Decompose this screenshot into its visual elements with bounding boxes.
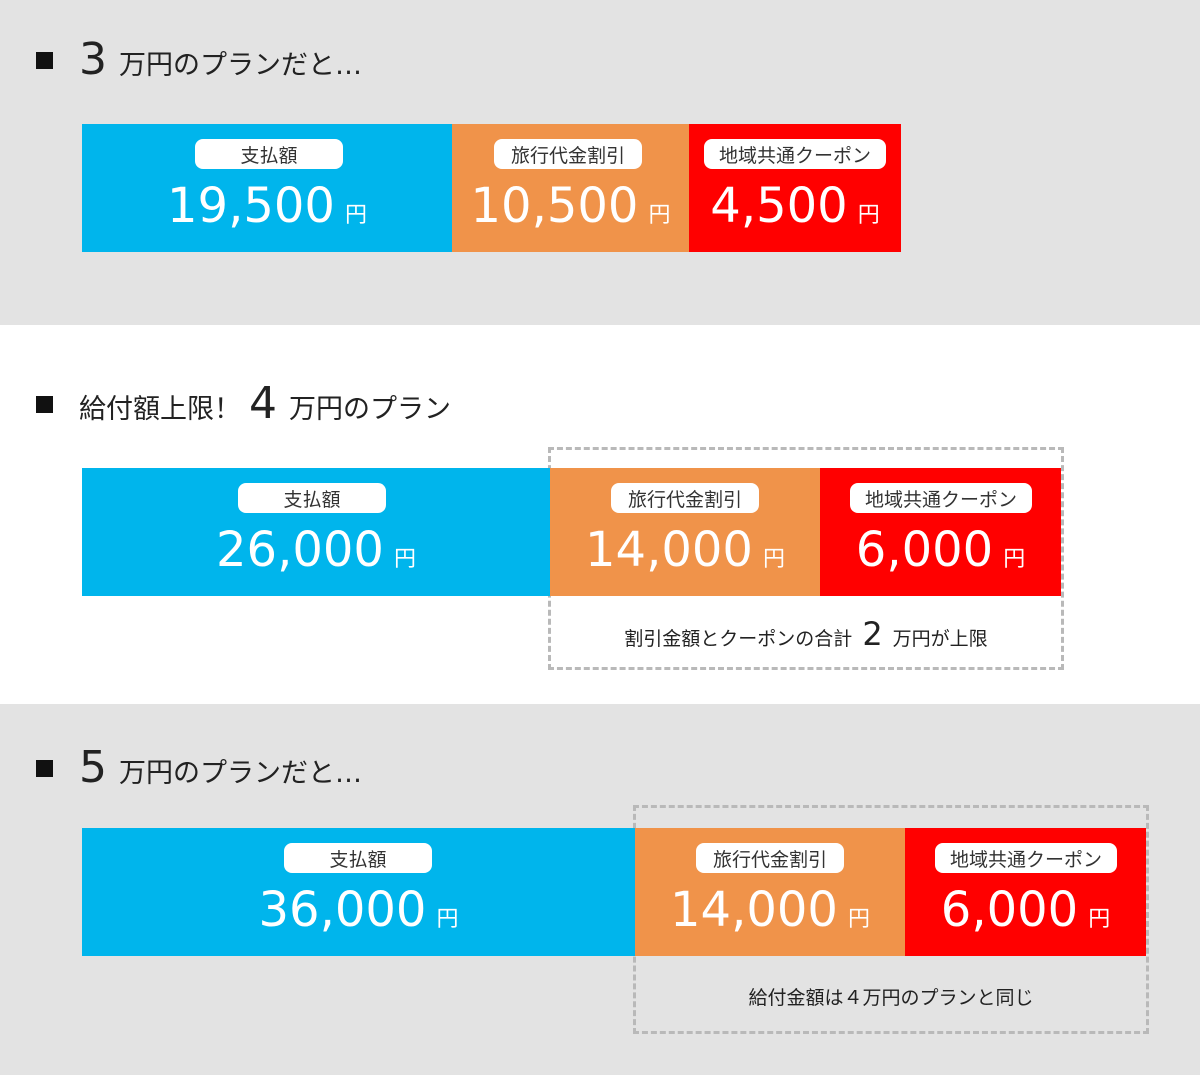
- amount-unit: 円: [762, 547, 785, 572]
- discount-label: 旅行代金割引: [494, 139, 642, 169]
- plan-5man-section: 5 万円のプランだと… 支払額 36,000 円 旅行代金割引 14,000 円…: [0, 704, 1200, 1075]
- coupon-label: 地域共通クーポン: [704, 139, 886, 169]
- amount-value: 10,500: [470, 178, 639, 234]
- plan-3man-heading: 3 万円のプランだと…: [36, 38, 362, 82]
- discount-block: 旅行代金割引 14,000 円: [635, 828, 905, 956]
- discount-block: 旅行代金割引 14,000 円: [550, 468, 820, 596]
- amount-value: 6,000: [940, 882, 1079, 938]
- plan-4man-heading: 給付額上限！ 4 万円のプラン: [36, 382, 451, 426]
- amount-unit: 円: [857, 203, 880, 228]
- square-bullet-icon: [36, 51, 53, 69]
- amount-unit: 円: [648, 203, 671, 228]
- discount-amount: 14,000 円: [635, 886, 905, 934]
- coupon-label: 地域共通クーポン: [850, 483, 1032, 513]
- coupon-block: 地域共通クーポン 4,500 円: [689, 124, 901, 252]
- pay-block: 支払額 26,000 円: [82, 468, 550, 596]
- amount-unit: 円: [344, 203, 367, 228]
- coupon-label: 地域共通クーポン: [935, 843, 1117, 873]
- plan-4man-section: 給付額上限！ 4 万円のプラン 支払額 26,000 円 旅行代金割引 14,0…: [0, 325, 1200, 704]
- amount-unit: 円: [436, 907, 459, 932]
- pay-amount: 26,000 円: [82, 526, 550, 574]
- coupon-block: 地域共通クーポン 6,000 円: [905, 828, 1146, 956]
- note-number: 2: [862, 615, 883, 653]
- amount-unit: 円: [1088, 907, 1111, 932]
- amount-value: 26,000: [216, 522, 384, 578]
- heading-text: 万円のプランだと…: [119, 50, 362, 81]
- amount-value: 4,500: [710, 178, 848, 234]
- cap-note: 割引金額とクーポンの合計 2 万円が上限: [551, 618, 1061, 651]
- coupon-amount: 6,000 円: [820, 526, 1061, 574]
- note-text: 給付金額は４万円のプランと同じ: [748, 987, 1034, 1009]
- note-text: 割引金額とクーポンの合計: [624, 628, 853, 650]
- discount-label: 旅行代金割引: [696, 843, 844, 873]
- amount-value: 36,000: [258, 882, 427, 938]
- amount-value: 14,000: [585, 522, 753, 578]
- discount-amount: 10,500 円: [452, 182, 689, 230]
- discount-amount: 14,000 円: [550, 526, 820, 574]
- pay-label: 支払額: [238, 483, 386, 513]
- discount-block: 旅行代金割引 10,500 円: [452, 124, 689, 252]
- pay-amount: 36,000 円: [82, 886, 635, 934]
- square-bullet-icon: [36, 759, 53, 777]
- amount-value: 19,500: [167, 178, 335, 234]
- amount-unit: 円: [1003, 547, 1026, 572]
- coupon-amount: 6,000 円: [905, 886, 1146, 934]
- heading-number: 4: [249, 378, 277, 429]
- pay-block: 支払額 36,000 円: [82, 828, 635, 956]
- heading-number: 5: [79, 742, 107, 793]
- pay-block: 支払額 19,500 円: [82, 124, 452, 252]
- note-text: 万円が上限: [892, 628, 988, 650]
- coupon-block: 地域共通クーポン 6,000 円: [820, 468, 1061, 596]
- heading-number: 3: [79, 34, 107, 85]
- pay-amount: 19,500 円: [82, 182, 452, 230]
- pay-label: 支払額: [284, 843, 432, 873]
- discount-label: 旅行代金割引: [611, 483, 759, 513]
- plan-5man-heading: 5 万円のプランだと…: [36, 746, 362, 790]
- pay-label: 支払額: [195, 139, 343, 169]
- amount-unit: 円: [847, 907, 870, 932]
- heading-prefix: 給付額上限！: [79, 394, 241, 425]
- heading-text: 万円のプランだと…: [119, 758, 362, 789]
- plan-3man-section: 3 万円のプランだと… 支払額 19,500 円 旅行代金割引 10,500 円…: [0, 0, 1200, 325]
- heading-text: 万円のプラン: [289, 394, 451, 425]
- amount-unit: 円: [393, 547, 416, 572]
- square-bullet-icon: [36, 395, 53, 413]
- amount-value: 6,000: [855, 522, 994, 578]
- coupon-amount: 4,500 円: [689, 182, 901, 230]
- same-note: 給付金額は４万円のプランと同じ: [636, 983, 1146, 1010]
- amount-value: 14,000: [670, 882, 838, 938]
